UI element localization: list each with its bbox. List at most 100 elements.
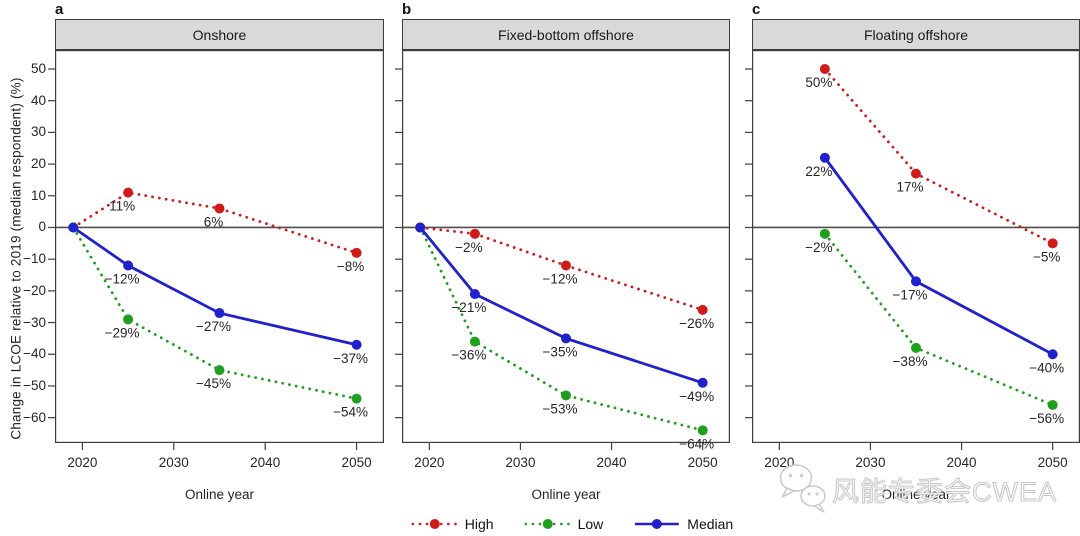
x-tick-label: 2020 <box>764 455 795 470</box>
data-point <box>351 393 362 404</box>
x-tick-label: 2050 <box>341 455 372 470</box>
x-tick-label: 2050 <box>1037 455 1068 470</box>
y-tick-label: 10 <box>30 187 46 203</box>
x-tick-label: 2020 <box>414 455 445 470</box>
legend-label: Low <box>577 516 604 532</box>
data-point-label: −17% <box>893 287 928 302</box>
data-point-label: −49% <box>679 389 714 404</box>
data-point <box>697 304 708 315</box>
panel-border <box>402 50 730 443</box>
data-point-label: −12% <box>543 272 578 287</box>
legend-item-low: Low <box>524 516 604 532</box>
panel-onshore: a Onshore Online year 11% 6% −8% −29% −45% −5… <box>47 0 384 536</box>
x-axis-title: Online year <box>184 487 255 502</box>
data-point-label: −2% <box>805 240 832 255</box>
data-point <box>911 168 921 179</box>
series-line-median <box>72 226 357 347</box>
panel-title-onshore: Onshore <box>55 19 384 50</box>
panel-letter-a: a <box>55 1 64 18</box>
data-point-label: −27% <box>196 319 231 334</box>
x-tick-label: 2050 <box>687 455 718 470</box>
data-point <box>469 289 480 300</box>
y-tick-label: 20 <box>30 156 46 172</box>
plot-area: 11% 6% −8% −29% −45% −54% −12% −27% −37% <box>48 50 384 450</box>
panel-letter-b: b <box>402 1 412 18</box>
series-line-low <box>71 226 358 401</box>
y-tick-label: −30 <box>23 314 46 330</box>
data-point-label: −53% <box>543 401 578 416</box>
data-point <box>561 333 571 344</box>
plot-area: 50% 17% −5% −2% −38% −56% 22% −17% −40% <box>745 50 1080 450</box>
y-tick-label: 30 <box>30 124 46 140</box>
legend-item-high: High <box>411 516 494 532</box>
y-tick-label: −40 <box>23 346 46 362</box>
data-point-label: −37% <box>333 351 368 366</box>
x-tick-label: 2040 <box>596 455 627 470</box>
panel-floating-offshore: c Floating offshore Online year 50% 17% −5… <box>744 0 1080 536</box>
data-point-label: −12% <box>105 272 140 287</box>
data-point-label: −21% <box>451 300 486 315</box>
data-point <box>819 64 830 75</box>
data-point <box>561 390 571 401</box>
data-point-label: −8% <box>337 259 364 274</box>
data-point-label: −40% <box>1029 360 1064 375</box>
data-point-label: −38% <box>893 354 928 369</box>
y-tick-label: 50 <box>30 61 46 77</box>
legend: High Low Median <box>411 516 733 532</box>
x-tick-label: 2020 <box>67 455 98 470</box>
data-point-label: 17% <box>896 180 923 195</box>
y-tick-label: 0 <box>38 219 46 235</box>
data-point-label: −2% <box>455 240 482 255</box>
data-point <box>697 377 708 388</box>
data-point-label: −54% <box>333 405 368 420</box>
data-point <box>911 342 921 353</box>
data-point-label: −64% <box>679 436 714 451</box>
legend-dot <box>542 519 553 529</box>
x-tick-label: 2040 <box>250 455 281 470</box>
data-point-label: 22% <box>805 164 832 179</box>
data-point-label: −35% <box>543 344 578 359</box>
x-tick-label: 2030 <box>158 455 189 470</box>
data-point-label: −45% <box>196 376 231 391</box>
panel-border <box>55 50 384 443</box>
data-point-label: 50% <box>805 75 832 90</box>
legend-item-median: Median <box>633 516 733 532</box>
x-axis-title: Online year <box>531 487 601 502</box>
data-point <box>351 339 362 350</box>
legend-sample-low <box>524 519 571 529</box>
series-line-median <box>419 226 704 385</box>
y-tick-label: −20 <box>23 282 46 298</box>
data-point <box>469 228 480 239</box>
y-tick-label: −10 <box>23 251 46 267</box>
y-tick-label: 40 <box>30 92 46 108</box>
data-point <box>697 425 708 436</box>
data-point <box>469 336 480 347</box>
data-point <box>1047 238 1058 249</box>
data-point <box>214 308 225 319</box>
data-point-label: −36% <box>451 348 486 363</box>
panel-letter-c: c <box>752 1 761 18</box>
legend-dot <box>429 519 440 529</box>
y-tick-label: −50 <box>23 377 46 393</box>
data-point <box>561 260 571 271</box>
data-point-label: −56% <box>1029 411 1064 426</box>
series-line-low <box>418 226 705 432</box>
data-point-label: 6% <box>204 214 224 229</box>
data-point <box>68 222 79 233</box>
panel-fixed-bottom-offshore: b Fixed-bottom offshore Online year −2% −… <box>394 0 730 536</box>
x-tick-label: 2030 <box>855 455 886 470</box>
data-point <box>123 187 134 198</box>
series-line-high <box>71 191 358 255</box>
data-point <box>214 203 225 214</box>
legend-label: High <box>464 516 494 532</box>
data-point <box>819 152 830 163</box>
data-point <box>819 228 830 239</box>
panel-title-floating-offshore: Floating offshore <box>752 19 1080 50</box>
data-point-label: 11% <box>109 199 135 214</box>
data-point-label: −26% <box>679 316 714 331</box>
legend-sample-high <box>411 519 459 529</box>
data-point <box>123 260 134 271</box>
data-point <box>1047 399 1058 410</box>
data-point-label: −5% <box>1033 249 1060 264</box>
